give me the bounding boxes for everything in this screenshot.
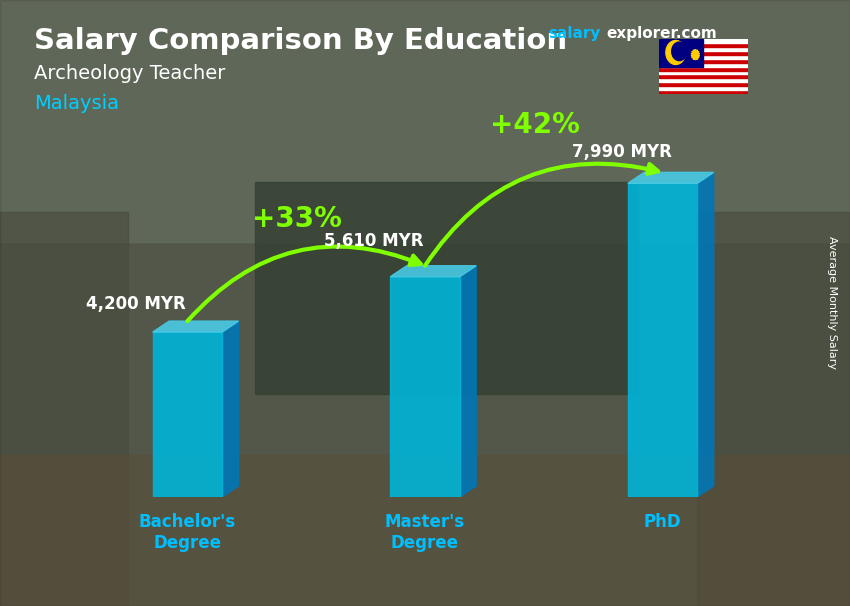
- Text: Malaysia: Malaysia: [34, 94, 119, 113]
- Polygon shape: [222, 321, 239, 497]
- Text: Average Monthly Salary: Average Monthly Salary: [827, 236, 837, 370]
- Bar: [659, 82, 748, 86]
- Circle shape: [666, 41, 685, 64]
- Bar: [659, 55, 748, 59]
- Text: Salary Comparison By Education: Salary Comparison By Education: [34, 27, 567, 55]
- Bar: [659, 75, 748, 78]
- Bar: [0, 454, 850, 606]
- Bar: [659, 67, 748, 70]
- Bar: [659, 86, 748, 90]
- Bar: [0, 212, 128, 606]
- Bar: [659, 47, 748, 51]
- FancyArrowPatch shape: [425, 164, 658, 266]
- Bar: [659, 43, 748, 47]
- Bar: [0, 0, 850, 242]
- Bar: [659, 70, 748, 75]
- Bar: [697, 212, 850, 606]
- Text: salary: salary: [548, 26, 601, 41]
- Polygon shape: [390, 266, 476, 277]
- Bar: [659, 39, 748, 43]
- Bar: [390, 277, 460, 497]
- Bar: [255, 182, 638, 394]
- Text: 7,990 MYR: 7,990 MYR: [572, 142, 672, 161]
- Bar: [628, 184, 697, 497]
- Circle shape: [672, 42, 687, 61]
- FancyArrowPatch shape: [187, 247, 421, 321]
- Text: +42%: +42%: [490, 112, 580, 139]
- Bar: [659, 78, 748, 82]
- Polygon shape: [153, 321, 239, 332]
- Polygon shape: [460, 266, 476, 497]
- Bar: [153, 332, 222, 497]
- Text: explorer.com: explorer.com: [606, 26, 717, 41]
- Text: Archeology Teacher: Archeology Teacher: [34, 64, 225, 82]
- Bar: [659, 90, 748, 94]
- Polygon shape: [628, 172, 714, 184]
- Polygon shape: [691, 49, 700, 60]
- Polygon shape: [697, 172, 714, 497]
- Text: 4,200 MYR: 4,200 MYR: [87, 295, 186, 313]
- Text: +33%: +33%: [252, 205, 342, 233]
- Bar: [659, 51, 748, 55]
- Text: 5,610 MYR: 5,610 MYR: [324, 232, 423, 250]
- Bar: [659, 63, 748, 67]
- Bar: [659, 59, 748, 63]
- Bar: [659, 39, 703, 67]
